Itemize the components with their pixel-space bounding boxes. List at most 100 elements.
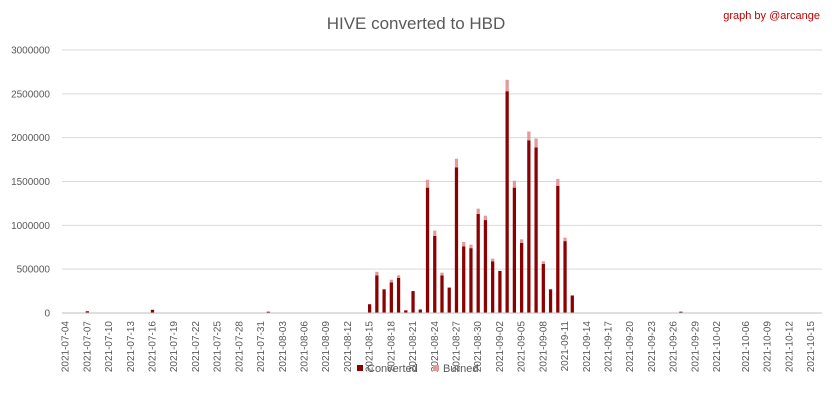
y-tick-label: 2000000 [11, 133, 50, 144]
bar-converted [548, 289, 553, 313]
bar-converted [382, 289, 386, 313]
bar-burned [440, 272, 444, 276]
bar-converted [462, 246, 466, 313]
bar-burned [491, 258, 495, 262]
x-tick-label: 2021-09-20 [625, 321, 636, 373]
x-tick-label: 2021-08-21 [408, 321, 419, 373]
x-tick-label: 2021-08-06 [299, 321, 310, 373]
bar-converted [266, 311, 270, 313]
legend-swatch-converted [357, 365, 363, 371]
bar-burned [462, 241, 466, 247]
x-tick-label: 2021-07-10 [104, 321, 115, 373]
bar-converted [150, 309, 155, 313]
bar-converted [375, 275, 379, 313]
bar-burned [512, 180, 517, 188]
x-tick-label: 2021-09-02 [495, 321, 506, 373]
x-tick-label: 2021-09-05 [517, 321, 528, 373]
y-axis-ticks: 0 500000 1000000 1500000 2000000 2500000 30000… [11, 46, 50, 320]
x-tick-label: 2021-08-24 [430, 321, 441, 373]
x-tick-label: 2021-09-11 [560, 321, 571, 372]
x-tick-label: 2021-08-12 [343, 321, 354, 373]
bar-converted [469, 248, 473, 313]
x-tick-label: 2021-07-04 [61, 321, 72, 373]
y-tick-label: 3000000 [11, 46, 50, 57]
x-tick-label: 2021-09-23 [647, 321, 658, 373]
gridlines [62, 49, 822, 314]
bar-burned [483, 215, 488, 221]
bar-converted [491, 261, 495, 313]
bar-converted [505, 91, 509, 313]
x-tick-label: 2021-07-19 [169, 321, 180, 373]
x-tick-label: 2021-07-31 [256, 321, 267, 373]
x-tick-label: 2021-08-18 [386, 321, 397, 373]
bar-converted [498, 270, 502, 313]
x-tick-label: 2021-09-26 [669, 321, 680, 373]
x-tick-label: 2021-07-13 [126, 321, 137, 373]
bar-converted [519, 242, 524, 313]
x-axis-ticks: 2021-07-04 2021-07-07 2021-07-10 2021-07-13… [61, 321, 818, 373]
bars [63, 79, 821, 314]
x-tick-label: 2021-08-27 [451, 321, 462, 373]
bar-converted [367, 304, 372, 313]
x-tick-label: 2021-10-02 [712, 321, 723, 373]
legend-label-converted: Converted [367, 363, 418, 375]
bar-burned [469, 244, 473, 249]
bar-converted [570, 295, 574, 313]
x-tick-label: 2021-09-14 [582, 321, 593, 373]
x-tick-label: 2021-07-07 [82, 321, 93, 373]
bar-converted [440, 275, 444, 313]
bar-converted [411, 291, 415, 313]
x-tick-label: 2021-07-28 [234, 321, 245, 373]
x-tick-label: 2021-09-29 [690, 321, 701, 373]
bar-converted [679, 311, 683, 313]
bar-burned [534, 138, 538, 148]
chart-credit: graph by @arcange [723, 10, 820, 22]
bar-burned [375, 271, 379, 276]
y-tick-label: 2500000 [11, 89, 50, 100]
x-tick-label: 2021-08-03 [278, 321, 289, 373]
bar-burned [505, 79, 509, 92]
y-tick-label: 1000000 [11, 221, 50, 232]
bar-burned [519, 239, 524, 243]
legend-swatch-burned [433, 365, 439, 371]
bar-burned [476, 208, 480, 214]
bar-burned [556, 178, 560, 186]
bar-burned [527, 131, 531, 141]
x-tick-label: 2021-09-08 [538, 321, 549, 373]
legend-label-burned: Burned [443, 363, 478, 375]
chart-title: HIVE converted to HBD [327, 14, 506, 33]
bar-burned [433, 230, 437, 236]
bar-converted [85, 311, 89, 313]
x-tick-label: 2021-10-06 [741, 321, 752, 373]
bar-burned [396, 275, 401, 278]
bar-converted [483, 220, 488, 313]
bar-converted [527, 140, 531, 313]
x-tick-label: 2021-07-22 [191, 321, 202, 373]
x-tick-label: 2021-07-25 [213, 321, 224, 373]
x-tick-label: 2021-09-17 [603, 321, 614, 373]
bar-converted [556, 185, 560, 313]
bar-converted [512, 187, 517, 313]
bar-converted [476, 213, 480, 313]
x-tick-label: 2021-08-09 [321, 321, 332, 373]
y-tick-label: 500000 [17, 265, 51, 276]
bar-converted [534, 147, 538, 313]
bar-burned [541, 261, 545, 264]
y-tick-label: 0 [44, 309, 50, 320]
x-tick-label: 2021-10-15 [806, 321, 817, 373]
bar-converted [425, 187, 430, 313]
bar-burned [389, 279, 393, 283]
bar-burned [563, 237, 567, 242]
bar-converted [433, 235, 437, 313]
x-tick-label: 2021-10-12 [784, 321, 795, 373]
bar-converted [418, 309, 422, 313]
legend: Converted Burned [357, 363, 478, 375]
x-tick-label: 2021-10-09 [763, 321, 774, 373]
bar-converted [447, 287, 451, 313]
bar-converted [396, 277, 401, 313]
bar-converted [454, 167, 459, 313]
bar-burned [454, 158, 459, 168]
x-tick-label: 2021-08-15 [365, 321, 376, 373]
x-tick-label: 2021-08-30 [473, 321, 484, 373]
